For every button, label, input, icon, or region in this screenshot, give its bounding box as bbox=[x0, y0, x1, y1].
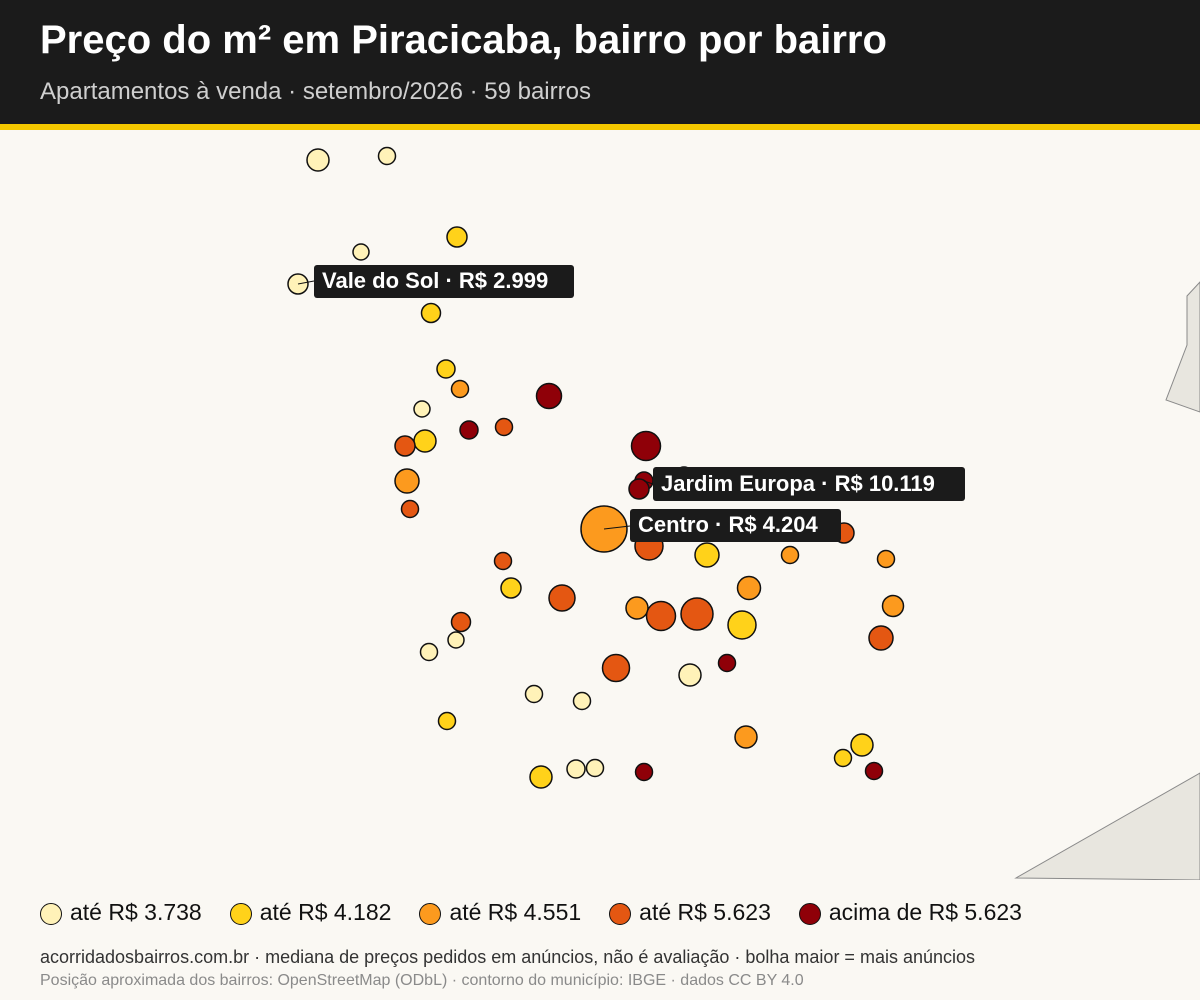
page-title: Preço do m² em Piracicaba, bairro por ba… bbox=[40, 18, 887, 62]
neighborhood-bubble[interactable] bbox=[500, 577, 522, 599]
neighborhood-bubble[interactable] bbox=[446, 226, 468, 248]
legend-swatch bbox=[609, 903, 632, 925]
callout-centro: Centro · R$ 4.204 bbox=[603, 509, 841, 542]
callouts: Vale do Sol · R$ 2.999 Jardim Europa · R… bbox=[297, 265, 965, 542]
neighborhood-bubble[interactable] bbox=[634, 762, 654, 782]
neighborhood-bubble[interactable] bbox=[394, 468, 420, 494]
neighborhood-bubble[interactable] bbox=[494, 417, 514, 437]
neighborhood-bubble[interactable] bbox=[833, 748, 853, 768]
neighborhood-bubble[interactable] bbox=[630, 430, 662, 462]
neighborhood-bubble[interactable] bbox=[736, 575, 762, 601]
callout-label: Vale do Sol · R$ 2.999 bbox=[322, 268, 548, 293]
page-subtitle: Apartamentos à venda · setembro/2026 · 5… bbox=[40, 78, 591, 105]
neighborhood-bubble[interactable] bbox=[585, 758, 605, 778]
neighborhood-bubble[interactable] bbox=[881, 594, 905, 618]
neighborhood-bubble[interactable] bbox=[628, 478, 650, 500]
footer-attribution: Posição aproximada dos bairros: OpenStre… bbox=[40, 972, 804, 989]
legend-item: até R$ 4.551 bbox=[419, 899, 581, 926]
neighborhood-bubble[interactable] bbox=[437, 711, 457, 731]
neighborhood-bubble[interactable] bbox=[529, 765, 553, 789]
neighborhood-bubble[interactable] bbox=[734, 725, 758, 749]
neighborhood-bubble[interactable] bbox=[400, 499, 420, 519]
neighborhood-bubble[interactable] bbox=[601, 653, 631, 683]
neighborhood-bubble[interactable] bbox=[450, 379, 470, 399]
neighborhood-bubble[interactable] bbox=[625, 596, 649, 620]
header: Preço do m² em Piracicaba, bairro por ba… bbox=[0, 0, 1200, 124]
map[interactable]: Vale do Sol · R$ 2.999 Jardim Europa · R… bbox=[0, 130, 1200, 880]
legend-item: até R$ 3.738 bbox=[40, 899, 202, 926]
neighborhood-bubble[interactable] bbox=[352, 243, 370, 261]
legend-swatch bbox=[229, 903, 252, 925]
neighborhood-bubble[interactable] bbox=[694, 542, 720, 568]
neighborhood-bubble[interactable] bbox=[876, 549, 896, 569]
neighborhood-bubble[interactable] bbox=[780, 545, 800, 565]
legend-swatch bbox=[798, 903, 821, 925]
legend-label: acima de R$ 5.623 bbox=[828, 898, 1022, 925]
neighbor-areas bbox=[1014, 281, 1200, 880]
neighbor-area-east bbox=[1165, 281, 1200, 413]
neighborhood-bubble[interactable] bbox=[419, 642, 439, 662]
legend-item: até R$ 4.182 bbox=[229, 898, 392, 926]
neighborhood-bubble[interactable] bbox=[572, 691, 592, 711]
header-accent-stripe bbox=[0, 124, 1200, 130]
legend: até R$ 3.738 até R$ 4.182 até R$ 4.551 a… bbox=[40, 897, 1050, 927]
neighborhood-bubble[interactable] bbox=[413, 400, 431, 418]
legend-label: até R$ 4.182 bbox=[259, 898, 392, 925]
legend-item: até R$ 5.623 bbox=[609, 899, 771, 926]
neighborhood-bubble[interactable] bbox=[678, 663, 702, 687]
neighborhood-bubble[interactable] bbox=[306, 148, 330, 172]
callout-label: Jardim Europa · R$ 10.119 bbox=[661, 471, 935, 496]
neighborhood-bubble[interactable] bbox=[413, 429, 437, 453]
callout-vale-do-sol: Vale do Sol · R$ 2.999 bbox=[297, 265, 574, 298]
neighborhood-bubble[interactable] bbox=[420, 302, 442, 324]
callout-jardim-europa: Jardim Europa · R$ 10.119 bbox=[643, 467, 965, 501]
neighborhood-bubble[interactable] bbox=[548, 584, 576, 612]
neighborhood-bubble[interactable] bbox=[864, 761, 884, 781]
legend-label: até R$ 3.738 bbox=[70, 898, 202, 925]
neighborhood-bubble[interactable] bbox=[717, 653, 737, 673]
legend-swatch bbox=[419, 903, 442, 925]
neighborhood-bubble[interactable] bbox=[868, 625, 894, 651]
legend-item: acima de R$ 5.623 bbox=[798, 898, 1022, 926]
neighborhood-bubble[interactable] bbox=[459, 420, 479, 440]
neighborhood-bubble[interactable] bbox=[850, 733, 874, 757]
legend-swatch bbox=[40, 903, 62, 925]
neighborhood-bubble[interactable] bbox=[680, 597, 714, 631]
neighborhood-bubble[interactable] bbox=[450, 611, 472, 633]
neighborhood-bubble[interactable] bbox=[493, 551, 513, 571]
neighborhood-bubble[interactable] bbox=[727, 610, 757, 640]
neighborhood-bubble[interactable] bbox=[524, 684, 544, 704]
neighborhood-bubble[interactable] bbox=[535, 382, 563, 410]
neighborhood-bubble[interactable] bbox=[394, 435, 416, 457]
neighborhood-bubble[interactable] bbox=[447, 631, 465, 649]
neighborhood-bubble[interactable] bbox=[377, 146, 397, 166]
legend-label: até R$ 5.623 bbox=[639, 898, 771, 925]
callout-label: Centro · R$ 4.204 bbox=[638, 512, 818, 537]
neighborhood-bubble[interactable] bbox=[645, 600, 677, 632]
neighbor-area-southeast bbox=[1014, 772, 1200, 880]
neighborhood-bubble[interactable] bbox=[566, 759, 586, 779]
neighborhood-bubble[interactable] bbox=[436, 359, 456, 379]
legend-label: até R$ 4.551 bbox=[449, 898, 582, 925]
footer-source-note: acorridadosbairros.com.br · mediana de p… bbox=[40, 947, 976, 967]
